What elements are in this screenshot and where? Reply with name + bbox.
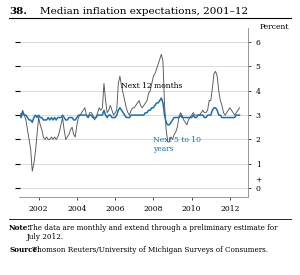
Text: Next 5 to 10
years: Next 5 to 10 years bbox=[153, 136, 201, 153]
Text: Median inflation expectations, 2001–12: Median inflation expectations, 2001–12 bbox=[40, 7, 249, 16]
Text: The data are monthly and extend through a preliminary estimate for
July 2012.: The data are monthly and extend through … bbox=[26, 224, 278, 241]
Text: Percent: Percent bbox=[260, 23, 290, 31]
Text: +: + bbox=[256, 176, 262, 184]
Text: 38.: 38. bbox=[9, 7, 27, 16]
Text: Note:: Note: bbox=[9, 224, 31, 232]
Text: Next 12 months: Next 12 months bbox=[121, 82, 182, 90]
Text: Thomson Reuters/University of Michigan Surveys of Consumers.: Thomson Reuters/University of Michigan S… bbox=[30, 246, 268, 254]
Text: Source:: Source: bbox=[9, 246, 40, 254]
